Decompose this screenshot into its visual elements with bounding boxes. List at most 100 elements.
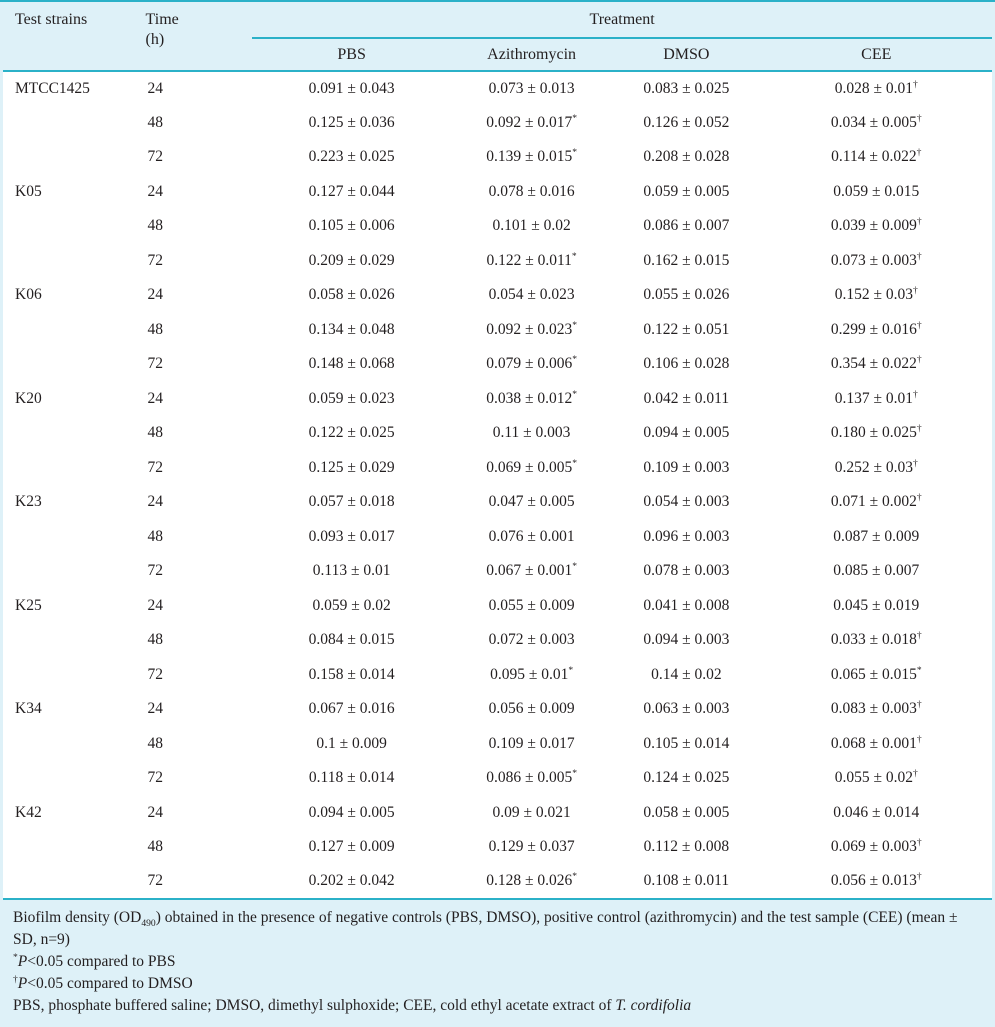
- value-cell: 0.094 ± 0.005: [612, 416, 761, 451]
- value-cell: 0.033 ± 0.018†: [760, 623, 992, 658]
- value-cell: 0.202 ± 0.042: [252, 864, 451, 900]
- significance-marker: †: [916, 871, 922, 883]
- col-header-dmso: DMSO: [612, 38, 761, 72]
- value-cell: 0.079 ± 0.006*: [451, 347, 613, 382]
- time-cell: 72: [133, 761, 253, 796]
- value-cell: 0.038 ± 0.012*: [451, 381, 613, 416]
- strain-cell: MTCC1425: [3, 71, 134, 106]
- table-row: K25 24 0.059 ± 0.02 0.055 ± 0.009 0.041 ± 0.…: [3, 588, 992, 623]
- strain-cell: K05: [3, 174, 134, 209]
- footnote-caption: Biofilm density (OD490) obtained in the …: [13, 909, 958, 948]
- strain-cell: [3, 519, 134, 554]
- significance-marker: †: [913, 388, 918, 400]
- strain-cell: [3, 209, 134, 244]
- table-header: Test strains Time (h) Treatment PBS Azit…: [3, 2, 992, 72]
- od-subscript: 490: [141, 918, 156, 930]
- value-cell: 0.054 ± 0.003: [612, 485, 761, 520]
- time-cell: 24: [133, 174, 253, 209]
- value-cell: 0.128 ± 0.026*: [451, 864, 613, 900]
- strain-cell: [3, 140, 134, 175]
- significance-marker: *: [572, 561, 577, 573]
- value-cell: 0.127 ± 0.009: [252, 830, 451, 865]
- time-cell: 72: [133, 450, 253, 485]
- strain-cell: [3, 416, 134, 451]
- value-cell: 0.113 ± 0.01: [252, 554, 451, 589]
- significance-marker: †: [913, 78, 918, 90]
- value-cell: 0.059 ± 0.023: [252, 381, 451, 416]
- footnote-dmso-significance: †P<0.05 compared to DMSO: [13, 973, 193, 992]
- time-cell: 24: [133, 381, 253, 416]
- significance-marker: *: [572, 871, 577, 883]
- time-cell: 24: [133, 278, 253, 313]
- col-header-azithromycin: Azithromycin: [451, 38, 613, 72]
- value-cell: 0.073 ± 0.003†: [760, 243, 992, 278]
- value-cell: 0.056 ± 0.013†: [760, 864, 992, 900]
- significance-marker: †: [916, 423, 922, 435]
- value-cell: 0.083 ± 0.025: [612, 71, 761, 106]
- value-cell: 0.056 ± 0.009: [451, 692, 613, 727]
- time-cell: 72: [133, 554, 253, 589]
- time-cell: 24: [133, 71, 253, 106]
- table-row: 48 0.093 ± 0.017 0.076 ± 0.001 0.096 ± 0.00…: [3, 519, 992, 554]
- value-cell: 0.180 ± 0.025†: [760, 416, 992, 451]
- value-cell: 0.092 ± 0.017*: [451, 105, 613, 140]
- value-cell: 0.047 ± 0.005: [451, 485, 613, 520]
- value-cell: 0.072 ± 0.003: [451, 623, 613, 658]
- strain-cell: [3, 761, 134, 796]
- value-cell: 0.09 ± 0.021: [451, 795, 613, 830]
- value-cell: 0.223 ± 0.025: [252, 140, 451, 175]
- strain-cell: K34: [3, 692, 134, 727]
- strain-cell: K42: [3, 795, 134, 830]
- time-cell: 72: [133, 657, 253, 692]
- value-cell: 0.299 ± 0.016†: [760, 312, 992, 347]
- table-row: 48 0.125 ± 0.036 0.092 ± 0.017* 0.126 ± 0.0…: [3, 105, 992, 140]
- value-cell: 0.252 ± 0.03†: [760, 450, 992, 485]
- significance-marker: *: [571, 250, 577, 262]
- value-cell: 0.108 ± 0.011: [612, 864, 761, 900]
- table-body: MTCC1425 24 0.091 ± 0.043 0.073 ± 0.013 0.08…: [3, 71, 992, 900]
- significance-marker: *: [568, 664, 574, 676]
- footnote-pbs-significance: *P<0.05 compared to PBS: [13, 951, 176, 970]
- value-cell: 0.139 ± 0.015*: [451, 140, 613, 175]
- time-cell: 48: [133, 209, 253, 244]
- significance-marker: †: [916, 319, 922, 331]
- value-cell: 0.092 ± 0.023*: [451, 312, 613, 347]
- value-cell: 0.028 ± 0.01†: [760, 71, 992, 106]
- significance-marker: †: [916, 216, 922, 228]
- value-cell: 0.076 ± 0.001: [451, 519, 613, 554]
- significance-marker: †: [916, 250, 922, 262]
- strain-cell: [3, 347, 134, 382]
- strain-cell: [3, 450, 134, 485]
- significance-marker: †: [916, 733, 922, 745]
- strain-cell: [3, 657, 134, 692]
- value-cell: 0.063 ± 0.003: [612, 692, 761, 727]
- value-cell: 0.078 ± 0.016: [451, 174, 613, 209]
- value-cell: 0.209 ± 0.029: [252, 243, 451, 278]
- strain-cell: [3, 554, 134, 589]
- strain-cell: [3, 623, 134, 658]
- value-cell: 0.085 ± 0.007: [760, 554, 992, 589]
- value-cell: 0.068 ± 0.001†: [760, 726, 992, 761]
- value-cell: 0.054 ± 0.023: [451, 278, 613, 313]
- value-cell: 0.208 ± 0.028: [612, 140, 761, 175]
- value-cell: 0.055 ± 0.02†: [760, 761, 992, 796]
- value-cell: 0.067 ± 0.016: [252, 692, 451, 727]
- value-cell: 0.045 ± 0.019: [760, 588, 992, 623]
- table-row: K23 24 0.057 ± 0.018 0.047 ± 0.005 0.054 ± 0…: [3, 485, 992, 520]
- col-header-treatment: Treatment: [252, 2, 992, 39]
- value-cell: 0.034 ± 0.005†: [760, 105, 992, 140]
- value-cell: 0.058 ± 0.005: [612, 795, 761, 830]
- significance-marker: *: [572, 354, 577, 366]
- value-cell: 0.162 ± 0.015: [612, 243, 761, 278]
- value-cell: 0.112 ± 0.008: [612, 830, 761, 865]
- value-cell: 0.067 ± 0.001*: [451, 554, 613, 589]
- value-cell: 0.114 ± 0.022†: [760, 140, 992, 175]
- time-cell: 48: [133, 623, 253, 658]
- significance-marker: †: [916, 492, 922, 504]
- time-cell: 24: [133, 485, 253, 520]
- table-row: K34 24 0.067 ± 0.016 0.056 ± 0.009 0.063 ± 0…: [3, 692, 992, 727]
- table-row: 72 0.113 ± 0.01 0.067 ± 0.001* 0.078 ± 0.00…: [3, 554, 992, 589]
- footnote-abbreviations: PBS, phosphate buffered saline; DMSO, di…: [13, 997, 692, 1014]
- value-cell: 0.039 ± 0.009†: [760, 209, 992, 244]
- biofilm-density-table: Test strains Time (h) Treatment PBS Azit…: [3, 2, 992, 900]
